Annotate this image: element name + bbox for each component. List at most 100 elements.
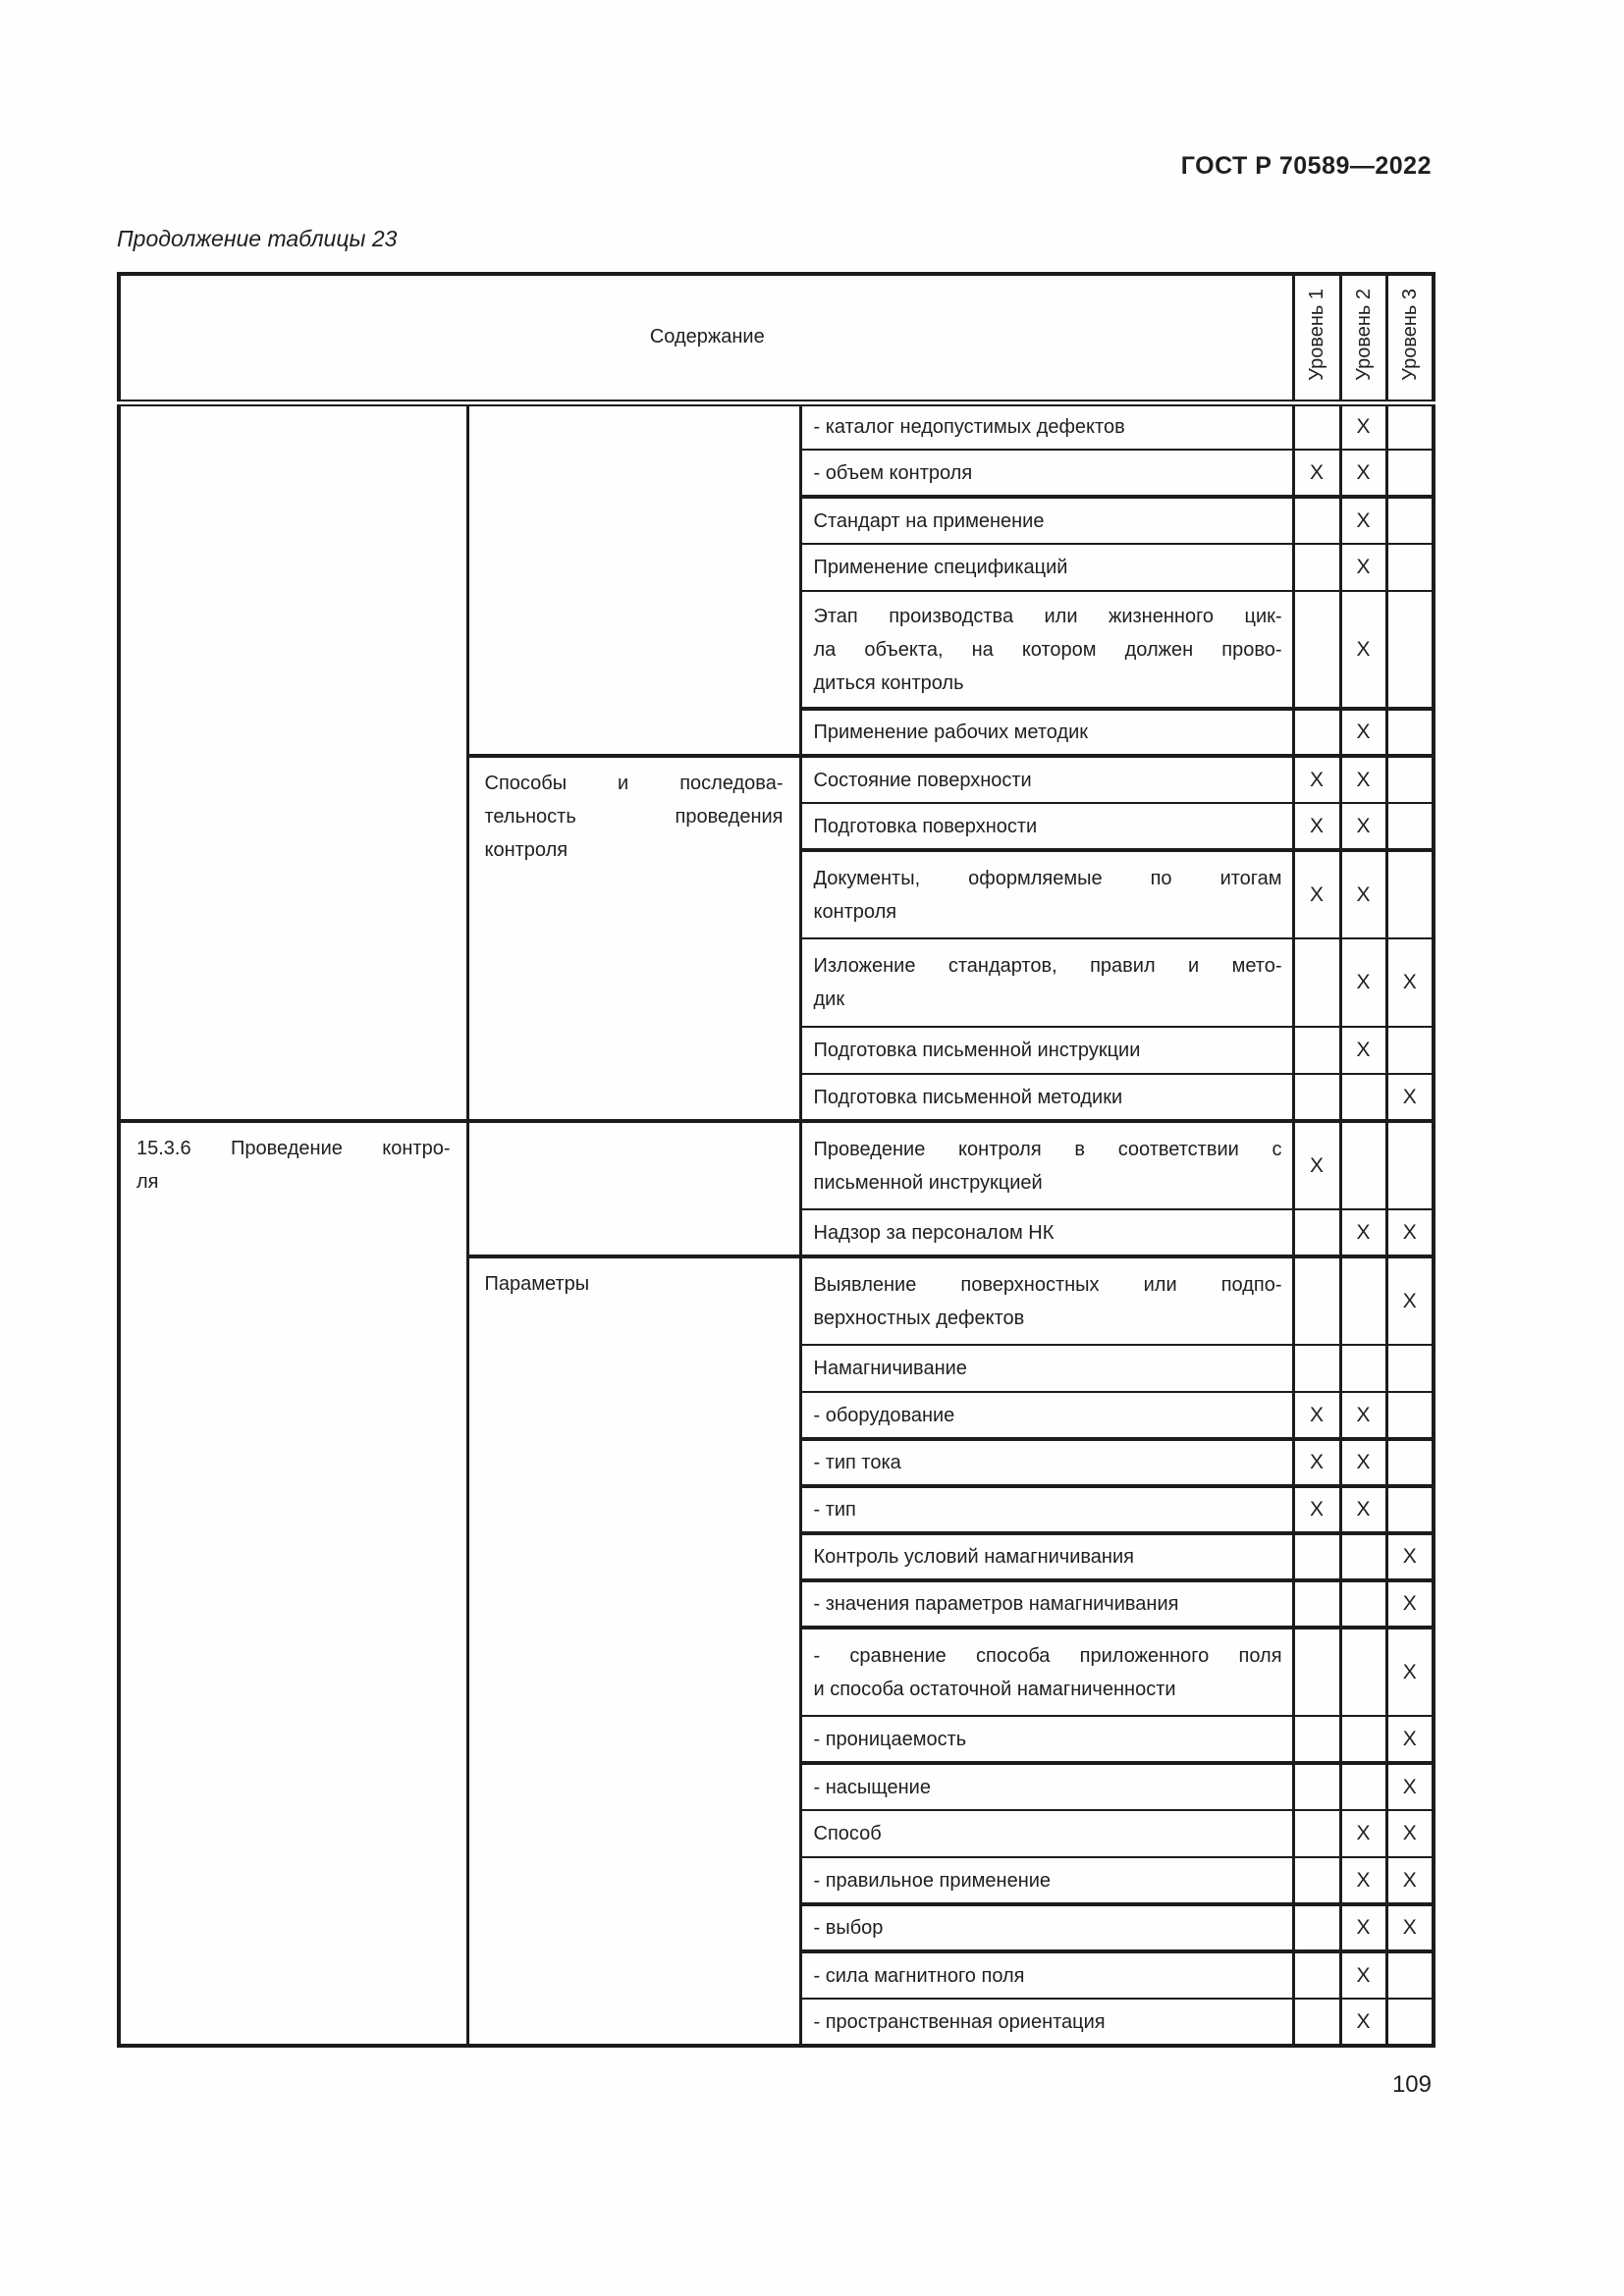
level-mark-cell	[1384, 1391, 1435, 1441]
page-number: 109	[1391, 2071, 1432, 2098]
level-mark-cell	[1291, 1856, 1342, 1906]
table-row: Этап производства или жизненного цик-ла …	[119, 590, 1435, 711]
table-row: Способы и последова-тельность проведения…	[119, 754, 1435, 1122]
level-mark-cell: X	[1338, 1809, 1388, 1858]
table-row: 15.3.6 Проведение контро-ля Проведение к…	[117, 1119, 1435, 2047]
level-mark-cell: X	[1384, 1579, 1435, 1629]
level-mark-cell: X	[1291, 755, 1342, 804]
content-cell: - правильное применение	[798, 1856, 1295, 1906]
header-level-3-label: Уровень 3	[1398, 288, 1421, 381]
level-mark-cell: X	[1384, 1073, 1435, 1123]
level-mark-cell: X	[1291, 849, 1342, 939]
table-caption: Продолжение таблицы 23	[117, 226, 398, 251]
level-mark-cell	[1291, 1903, 1342, 1953]
content-cell: Применение спецификаций	[798, 543, 1295, 592]
level-mark-cell: X	[1338, 1998, 1388, 2047]
level-mark-cell: X	[1291, 1391, 1342, 1441]
level-mark-cell: X	[1338, 1950, 1388, 2000]
level-mark-cell: X	[1338, 449, 1388, 499]
table-row: Способ X X	[119, 1809, 1435, 1858]
content-cell: - значения параметров намагничивания	[798, 1579, 1295, 1629]
table-row: Подготовка письменной методики X	[119, 1073, 1435, 1123]
content-cell: Подготовка поверхности	[798, 802, 1295, 852]
table-row: Документы, оформляемые по итогам контроля…	[119, 849, 1435, 939]
level-mark-cell	[1384, 1344, 1435, 1393]
content-cell: Намагничивание	[798, 1344, 1295, 1393]
level-mark-cell	[1384, 802, 1435, 852]
level-mark-cell	[1338, 1762, 1388, 1811]
level-mark-cell	[1291, 1998, 1342, 2047]
level-mark-cell: X	[1338, 496, 1388, 545]
table-row: - проницаемость X	[119, 1715, 1435, 1765]
level-mark-cell	[1384, 590, 1435, 711]
content-cell: - сравнение способа приложенного поля и с…	[798, 1627, 1295, 1717]
header-level-3: Уровень 3	[1384, 273, 1435, 406]
content-cell: - тип	[798, 1485, 1295, 1535]
level-mark-cell: X	[1338, 708, 1388, 758]
header-level-2-label: Уровень 2	[1352, 288, 1375, 381]
level-mark-cell	[1338, 1120, 1388, 1210]
level-mark-cell: X	[1384, 1762, 1435, 1811]
level-mark-cell	[1291, 496, 1342, 545]
level-mark-cell	[1384, 1026, 1435, 1075]
level-mark-cell: X	[1384, 1532, 1435, 1582]
level-mark-cell: X	[1338, 1485, 1388, 1535]
level-mark-cell	[1384, 543, 1435, 592]
content-cell: Изложение стандартов, правил и мето-дик	[798, 937, 1295, 1028]
level-mark-cell: X	[1338, 1856, 1388, 1906]
level-mark-cell	[1384, 1438, 1435, 1488]
level-mark-cell	[1291, 937, 1342, 1028]
content-cell: Применение рабочих методик	[798, 708, 1295, 758]
content-cell: Подготовка письменной методики	[798, 1073, 1295, 1123]
content-cell: Этап производства или жизненного цик-ла …	[798, 590, 1295, 711]
level-mark-cell	[1291, 1579, 1342, 1629]
levels-matrix-table: Содержание Уровень 1 Уровень 2 Уровень 3…	[117, 272, 1436, 2048]
table-row: - каталог недопустимых дефектов X	[117, 401, 1435, 1122]
content-cell: - пространственная ориентация	[798, 1998, 1295, 2047]
content-cell: - сила магнитного поля	[798, 1950, 1295, 2000]
content-cell: - каталог недопустимых дефектов	[798, 401, 1295, 451]
level-mark-cell	[1291, 1627, 1342, 1717]
level-mark-cell	[1291, 1715, 1342, 1765]
level-mark-cell: X	[1291, 1438, 1342, 1488]
level-mark-cell: X	[1384, 937, 1435, 1028]
level-mark-cell	[1338, 1344, 1388, 1393]
level-mark-cell: X	[1384, 1903, 1435, 1953]
level-mark-cell: X	[1384, 1856, 1435, 1906]
level-mark-cell: X	[1338, 1208, 1388, 1258]
table-row: Применение рабочих методик X	[119, 708, 1435, 758]
level-mark-cell: X	[1338, 1438, 1388, 1488]
content-cell: Выявление поверхностных или подпо-верхно…	[798, 1255, 1295, 1346]
level-mark-cell: X	[1338, 1903, 1388, 1953]
subsection-cell-empty	[465, 401, 802, 757]
level-mark-cell	[1384, 708, 1435, 758]
table-row: Подготовка письменной инструкции X	[119, 1026, 1435, 1075]
table-row: Надзор за персоналом НК X X	[119, 1208, 1435, 1258]
table-header-row: Содержание Уровень 1 Уровень 2 Уровень 3	[117, 273, 1435, 406]
level-mark-cell	[1291, 1532, 1342, 1582]
level-mark-cell	[1384, 1120, 1435, 1210]
header-level-1-label: Уровень 1	[1306, 288, 1328, 381]
level-mark-cell: X	[1338, 1026, 1388, 1075]
level-mark-cell	[1338, 1715, 1388, 1765]
level-mark-cell	[1338, 1532, 1388, 1582]
level-mark-cell: X	[1338, 755, 1388, 804]
level-mark-cell	[1338, 1073, 1388, 1123]
table-row: - тип тока X X	[119, 1438, 1435, 1488]
header-level-1: Уровень 1	[1291, 273, 1342, 406]
header-content: Содержание	[117, 273, 1295, 406]
section-cell-empty	[117, 401, 469, 1122]
level-mark-cell	[1291, 708, 1342, 758]
table-row: Применение спецификаций X	[119, 543, 1435, 592]
level-mark-cell: X	[1338, 1391, 1388, 1441]
table-row: - пространственная ориентация X	[119, 1998, 1435, 2047]
content-cell: Подготовка письменной инструкции	[798, 1026, 1295, 1075]
table-row: Изложение стандартов, правил и мето-дик …	[119, 937, 1435, 1028]
level-mark-cell: X	[1384, 1255, 1435, 1346]
level-mark-cell	[1291, 1073, 1342, 1123]
level-mark-cell: X	[1384, 1809, 1435, 1858]
level-mark-cell	[1291, 590, 1342, 711]
content-cell: - оборудование	[798, 1391, 1295, 1441]
level-mark-cell: X	[1384, 1208, 1435, 1258]
